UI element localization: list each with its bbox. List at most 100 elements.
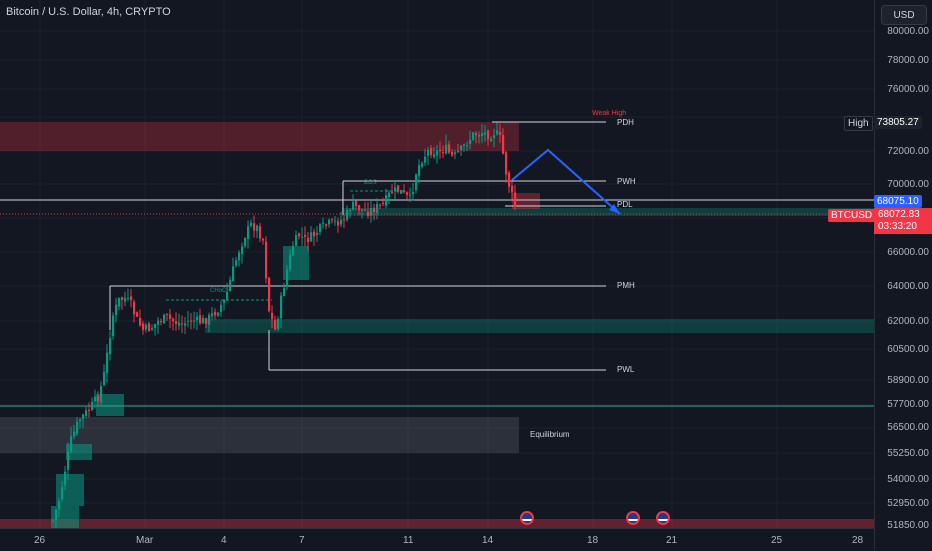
- candlestick-series: [52, 122, 517, 528]
- time-tick: 26: [34, 535, 46, 546]
- candle-body: [379, 204, 382, 206]
- candle-body: [85, 410, 88, 417]
- high-value-badge: 73805.27: [874, 116, 922, 129]
- chart-title: Bitcoin / U.S. Dollar, 4h, CRYPTO: [6, 6, 171, 18]
- demand-zone-62000: [205, 319, 874, 333]
- candle-body: [283, 288, 286, 296]
- candle-body: [277, 318, 280, 329]
- candle-body: [241, 246, 244, 255]
- candle-body: [61, 486, 64, 500]
- candle-body: [289, 254, 292, 270]
- candle-body: [115, 304, 118, 316]
- symbol-badge: BTCUSD: [828, 209, 876, 222]
- candle-body: [493, 135, 496, 138]
- candle-body: [451, 151, 454, 156]
- candle-body: [280, 295, 283, 319]
- chart-area[interactable]: Weak High PDH PWH PDL PMH PWL Equilibriu…: [0, 0, 874, 528]
- candle-body: [220, 304, 223, 312]
- candle-body: [67, 451, 70, 470]
- last-price-value: 68072.83: [878, 209, 920, 220]
- candle-body: [328, 219, 331, 225]
- candle-body: [253, 223, 256, 231]
- projection-arrowhead: [609, 204, 620, 214]
- pwl-label: PWL: [617, 365, 635, 374]
- candle-body: [52, 519, 55, 521]
- candle-body: [292, 245, 295, 256]
- us-flag-event-icon[interactable]: [520, 511, 534, 525]
- candle-body: [400, 189, 403, 194]
- bottom-zone: [0, 519, 874, 528]
- candle-body: [313, 231, 316, 237]
- order-block: [96, 394, 124, 416]
- candle-body: [373, 207, 376, 213]
- time-tick: Mar: [136, 535, 154, 546]
- candle-body: [364, 209, 367, 211]
- price-tick: 80000.00: [887, 26, 929, 37]
- candle-body: [457, 150, 460, 152]
- candle-body: [352, 201, 355, 210]
- time-tick: 18: [587, 535, 599, 546]
- projection-path[interactable]: [511, 148, 621, 215]
- candle-body: [271, 312, 274, 319]
- price-tick: 51850.00: [887, 520, 929, 531]
- chart-canvas[interactable]: [0, 0, 874, 528]
- candle-body: [205, 318, 208, 325]
- candle-body: [421, 163, 424, 167]
- price-axis[interactable]: USD 80000.00 78000.00 76000.00 72000.00 …: [874, 0, 932, 550]
- candle-body: [490, 138, 493, 142]
- red-box-small: [512, 193, 540, 209]
- time-axis[interactable]: 26 Mar 4 7 11 14 18 21 25 28: [0, 528, 874, 551]
- candle-body: [106, 352, 109, 373]
- us-flag-event-icon[interactable]: [626, 511, 640, 525]
- candle-body: [514, 192, 517, 207]
- candle-body: [223, 299, 226, 303]
- candle-body: [511, 185, 514, 193]
- candle-body: [463, 144, 466, 146]
- currency-button[interactable]: USD: [881, 5, 927, 25]
- candle-body: [418, 165, 421, 176]
- candle-body: [259, 226, 262, 239]
- candle-body: [94, 396, 97, 402]
- candle-body: [484, 132, 487, 135]
- candle-body: [157, 320, 160, 325]
- candle-body: [361, 208, 364, 211]
- candle-body: [244, 238, 247, 247]
- candle-body: [127, 297, 130, 299]
- pwh-label: PWH: [617, 177, 636, 186]
- candle-body: [334, 220, 337, 222]
- candle-body: [442, 152, 445, 154]
- candle-body: [112, 315, 115, 337]
- candle-body: [415, 174, 418, 191]
- time-tick: 7: [299, 535, 305, 546]
- candle-body: [169, 314, 172, 319]
- candle-body: [208, 314, 211, 325]
- price-tick: 56500.00: [887, 422, 929, 433]
- candle-body: [103, 371, 106, 386]
- candle-body: [217, 312, 220, 316]
- candle-body: [136, 312, 139, 317]
- equilibrium-label: Equilibrium: [530, 430, 570, 439]
- candle-body: [199, 315, 202, 324]
- candle-body: [145, 324, 148, 330]
- candle-body: [475, 133, 478, 136]
- candle-body: [472, 132, 475, 140]
- candle-body: [340, 219, 343, 225]
- candle-body: [202, 318, 205, 324]
- candle-body: [406, 192, 409, 195]
- candle-body: [355, 200, 358, 206]
- candle-body: [388, 192, 391, 197]
- candle-body: [163, 314, 166, 324]
- last-price-badge: 68072.83 03:33:20: [874, 208, 932, 234]
- candle-body: [439, 149, 442, 152]
- candle-body: [385, 195, 388, 206]
- candle-body: [349, 209, 352, 211]
- price-tick: 54000.00: [887, 474, 929, 485]
- candle-body: [133, 301, 136, 315]
- candle-body: [139, 318, 142, 326]
- price-tick: 60500.00: [887, 344, 929, 355]
- candle-body: [445, 144, 448, 154]
- candle-body: [181, 323, 184, 325]
- us-flag-event-icon[interactable]: [656, 511, 670, 525]
- candle-body: [214, 311, 217, 316]
- candle-body: [427, 150, 430, 156]
